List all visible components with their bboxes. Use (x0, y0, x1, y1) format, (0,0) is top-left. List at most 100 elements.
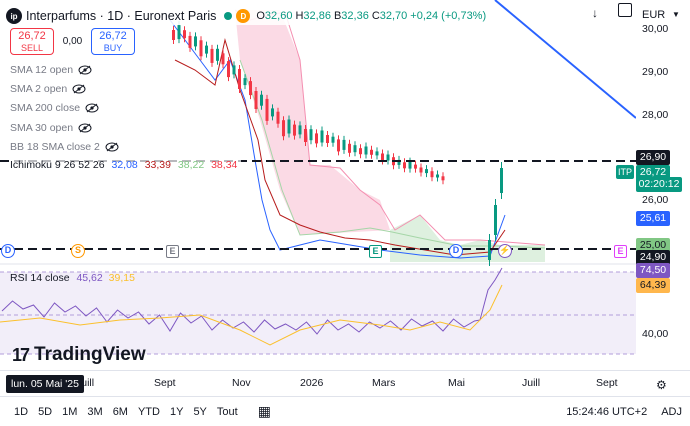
price-tag-hline-bottom: 24,90 (636, 250, 670, 265)
close-key: C (371, 10, 380, 22)
indicator-label: SMA 200 close (10, 102, 81, 114)
rsi-axis-label: 40,00 (642, 328, 669, 340)
earnings-event-icon[interactable]: E (614, 245, 627, 258)
buy-label: BUY (103, 43, 123, 53)
indicator-bb[interactable]: BB 18 SMA close 2 (10, 141, 119, 153)
candle-body (276, 111, 280, 124)
candle-body (232, 65, 236, 75)
candle-body (353, 145, 357, 153)
indicator-sma2[interactable]: SMA 2 open (10, 83, 86, 95)
open-key: O (256, 10, 265, 22)
hidden-eye-icon[interactable] (78, 123, 92, 133)
rsi-label: RSI 14 close (10, 272, 70, 284)
buy-button[interactable]: 26,72 BUY (91, 28, 135, 55)
candle-body (199, 40, 203, 57)
timeframe-ytd[interactable]: YTD (137, 405, 160, 418)
candle-body (172, 30, 175, 40)
timeframe-3m[interactable]: 3M (87, 405, 103, 418)
candle-body (414, 164, 417, 169)
split-event-icon[interactable]: S (71, 244, 85, 258)
fullscreen-icon[interactable] (618, 3, 632, 17)
candle-body (271, 108, 274, 117)
open-value: 32,60 (264, 10, 293, 22)
candle-body (216, 48, 219, 61)
timeframe-6m[interactable]: 6M (112, 405, 128, 418)
low-key: B (333, 10, 342, 22)
candle-body (436, 174, 439, 178)
timeframe-all[interactable]: Tout (216, 405, 238, 418)
dividend-event-icon[interactable]: D (449, 244, 463, 258)
earnings-event-icon[interactable]: E (369, 245, 382, 258)
time-label: Juill (522, 377, 541, 389)
ichimoku-label: Ichimoku 9 26 52 26 (10, 159, 105, 171)
candle-body (403, 162, 406, 169)
time-label: Sept (596, 377, 618, 389)
candle-body (348, 143, 351, 153)
candle-body (359, 148, 362, 155)
candle-body (331, 136, 335, 143)
candle-body (337, 139, 340, 152)
time-label: Mai (448, 377, 465, 389)
hidden-eye-icon[interactable] (72, 84, 86, 94)
hidden-eye-icon[interactable] (85, 103, 99, 113)
candle-body (315, 133, 318, 144)
candle-body (425, 169, 428, 174)
ichimoku-v4: 38,34 (211, 159, 238, 171)
candle-body (221, 53, 225, 65)
rsi-ma-line (0, 284, 503, 346)
candle-body (342, 139, 346, 150)
ichimoku-span-b (239, 59, 546, 249)
indicator-sma30[interactable]: SMA 30 open (10, 122, 92, 134)
time-axis[interactable]: Juill Sept Nov 2026 Mars Mai Juill Sept (0, 370, 690, 394)
ichimoku-v2: 33,39 (144, 159, 171, 171)
rsi-tag: 74,50 (636, 263, 670, 278)
ichimoku-v1: 32,08 (111, 159, 138, 171)
timeframe-5y[interactable]: 5Y (193, 405, 207, 418)
download-icon[interactable]: ↓ (592, 6, 598, 20)
candle-body (227, 61, 230, 78)
price-chart-canvas[interactable] (0, 0, 636, 370)
calendar-range-icon[interactable]: ▦ (257, 403, 271, 419)
candle-body (282, 120, 285, 137)
price-tag-ichimoku: 25,00 (636, 238, 670, 253)
trade-panel: 26,72 SELL 0,00 26,72 BUY (10, 28, 135, 55)
hidden-eye-icon[interactable] (105, 142, 119, 152)
crosshair-date-chip: lun. 05 Mai '25 (6, 375, 84, 393)
trend-line (494, 0, 636, 119)
indicator-label: SMA 12 open (10, 64, 74, 76)
timeframe-1d[interactable]: 1D (14, 405, 29, 418)
earnings-event-icon[interactable]: E (166, 245, 179, 258)
price-label: 26,00 (642, 194, 669, 206)
sell-button[interactable]: 26,72 SELL (10, 28, 54, 55)
rsi-legend[interactable]: RSI 14 close 45,62 39,15 (10, 272, 135, 284)
price-tag-sma: 25,61 (636, 211, 670, 226)
candle-body (194, 36, 197, 47)
adjust-toggle[interactable]: ADJ (661, 406, 682, 418)
symbol-title[interactable]: Interparfums · 1D · Euronext Paris (26, 9, 217, 23)
flash-event-icon[interactable]: ⚡ (498, 244, 512, 258)
rsi-value: 45,62 (76, 272, 103, 284)
dividend-event-icon[interactable]: D (1, 244, 15, 258)
clock-display[interactable]: 15:24:46 UTC+2 (566, 406, 648, 418)
ichimoku-cloud-bearish (235, 10, 390, 235)
indicator-ichimoku[interactable]: Ichimoku 9 26 52 26 32,08 33,39 38,22 38… (10, 159, 242, 171)
candle-body (265, 98, 269, 121)
timeframe-1y[interactable]: 1Y (169, 405, 184, 418)
timeframe-5d[interactable]: 5D (38, 405, 53, 418)
candle-body (304, 129, 307, 142)
currency-selector[interactable]: EUR (642, 9, 666, 21)
sell-label: SELL (20, 43, 44, 53)
price-axis[interactable]: ↓ EUR ▼ 30,00 29,00 28,00 26,00 26,90 26… (592, 0, 690, 392)
settings-gear-icon[interactable]: ⚙ (656, 378, 667, 392)
indicator-sma12[interactable]: SMA 12 open (10, 64, 92, 76)
watermark-text: TradingView (34, 344, 146, 365)
hidden-eye-icon[interactable] (78, 65, 92, 75)
change-value: +0,24 (+0,73%) (410, 10, 487, 22)
main-chart[interactable] (0, 0, 636, 370)
indicator-label: SMA 2 open (10, 83, 68, 95)
timeframe-1m[interactable]: 1M (62, 405, 78, 418)
rsi-ma-value: 39,15 (108, 272, 135, 284)
indicator-sma200[interactable]: SMA 200 close (10, 102, 99, 114)
market-status-dot (224, 12, 233, 20)
chevron-down-icon[interactable]: ▼ (672, 10, 680, 19)
